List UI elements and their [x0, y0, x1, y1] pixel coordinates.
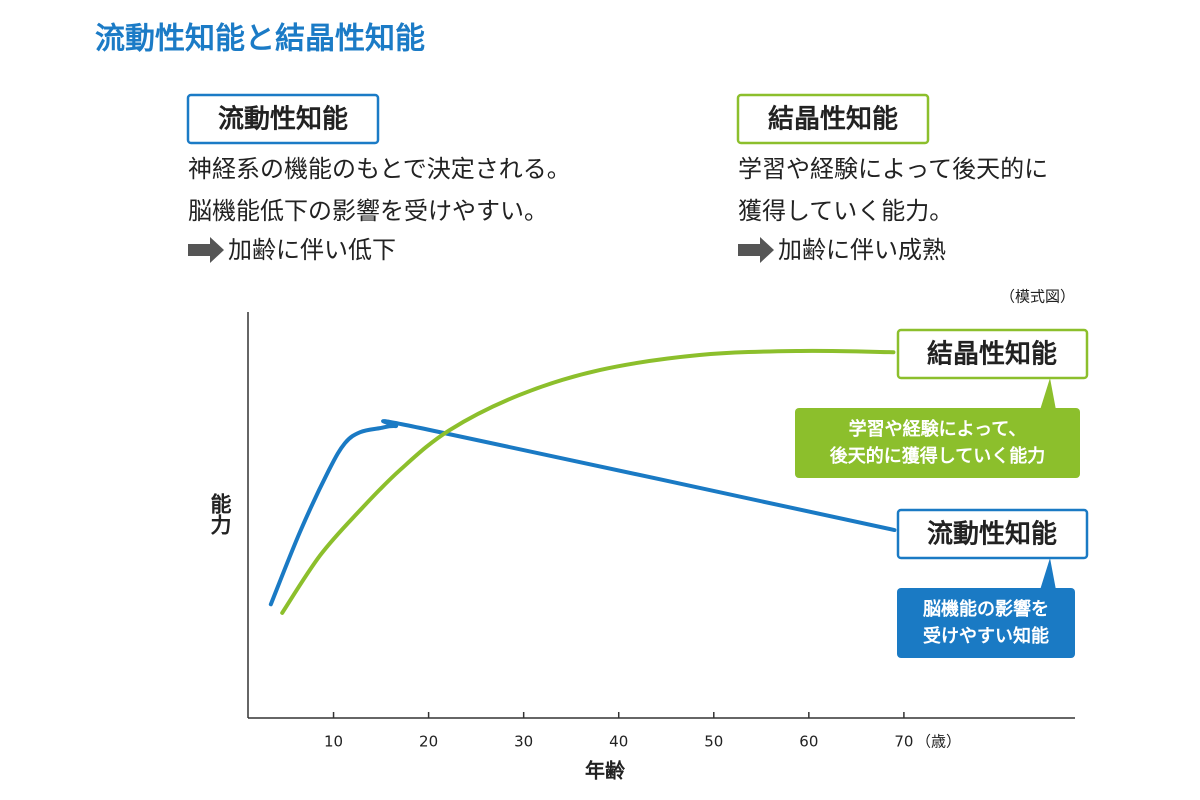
- arrow-icon: [188, 237, 224, 263]
- legend-box: [896, 508, 1089, 560]
- callout-box: [897, 588, 1075, 658]
- x-axis-label: 年齢: [585, 759, 626, 783]
- callout-text: 後天的に獲得していく能力: [830, 445, 1045, 467]
- panel-title-box: [186, 93, 380, 145]
- panel-title: 結晶性知能: [768, 104, 898, 135]
- panel-line: 神経系の機能のもとで決定される。: [188, 155, 571, 183]
- callout-pointer: [1040, 558, 1056, 590]
- x-tick-label: 40: [609, 733, 628, 751]
- callout-text: 受けやすい知能: [923, 625, 1049, 647]
- line: [280, 348, 896, 615]
- x-tick-label: 30: [514, 733, 533, 751]
- x-unit: （歳）: [916, 733, 961, 751]
- panel-result: 加齢に伴い低下: [228, 236, 396, 264]
- line: [268, 419, 897, 607]
- legend-label: 流動性知能: [927, 519, 1057, 550]
- note: （模式図）: [1000, 288, 1075, 306]
- callout-text: 学習や経験によって、: [849, 418, 1027, 440]
- callout-pointer: [1040, 378, 1056, 410]
- x-tick-label: 50: [704, 733, 723, 751]
- legend-label: 結晶性知能: [927, 339, 1057, 370]
- arrow-icon: [738, 237, 774, 263]
- x-tick-label: 70: [894, 733, 913, 751]
- panel-result: 加齢に伴い成熟: [778, 236, 946, 264]
- x-tick-label: 10: [324, 733, 343, 751]
- panel-line: 獲得していく能力。: [738, 197, 953, 225]
- callout-text: 脳機能の影響を: [923, 598, 1049, 620]
- panel-title-box: [736, 93, 930, 145]
- chart-title: 流動性知能と結晶性知能: [95, 22, 425, 57]
- legend-box: [896, 328, 1089, 380]
- panel-line: 脳機能低下の影響を受けやすい。: [188, 197, 548, 225]
- y-axis-label: 能力: [208, 492, 232, 536]
- panel-line: 学習や経験によって後天的に: [738, 155, 1048, 183]
- callout-box: [795, 408, 1080, 478]
- x-tick-label: 20: [419, 733, 438, 751]
- x-tick-label: 60: [799, 733, 818, 751]
- panel-title: 流動性知能: [218, 104, 348, 135]
